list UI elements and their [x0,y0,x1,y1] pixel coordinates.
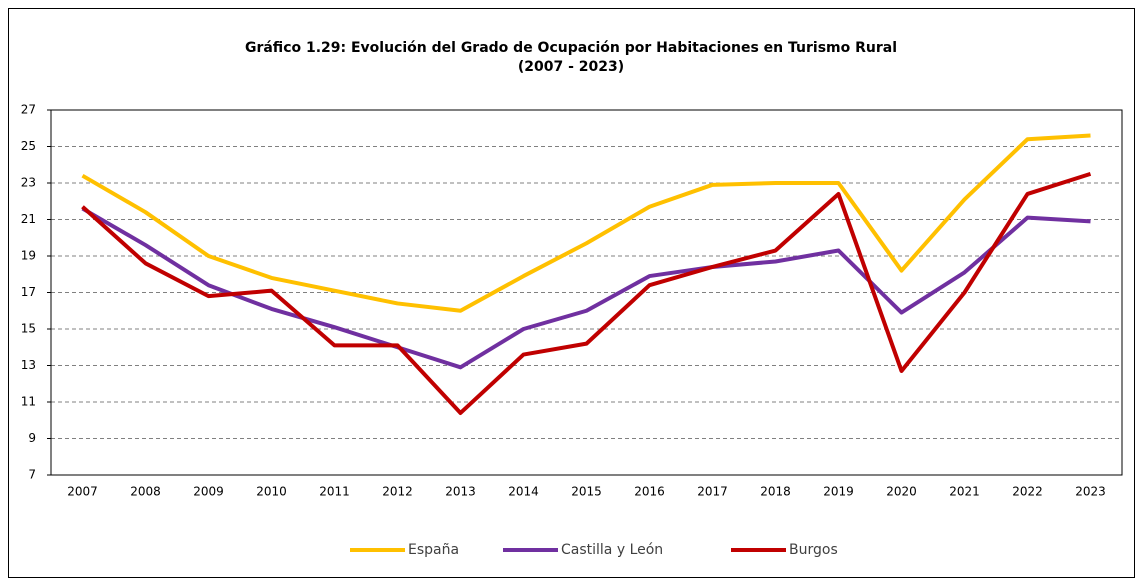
x-tick-label: 2015 [571,485,602,499]
line-series [81,133,1091,313]
x-tick-label: 2014 [508,485,539,499]
x-tick-label: 2013 [445,485,476,499]
x-tick-label: 2021 [949,485,980,499]
y-tick-label: 9 [28,431,36,445]
x-tick-label: 2011 [319,485,350,499]
y-tick-label: 7 [28,468,36,482]
y-tick-label: 21 [21,212,36,226]
y-tick-label: 23 [21,176,36,190]
chart-title: Gráfico 1.29: Evolución del Grado de Ocu… [245,40,897,56]
x-tick-label: 2007 [67,485,98,499]
y-tick-label: 25 [21,139,36,153]
y-tick-label: 13 [21,358,36,372]
line-series [81,206,1091,370]
chart-subtitle: (2007 - 2023) [518,59,624,75]
y-tick-label: 11 [21,395,36,409]
x-tick-label: 2010 [256,485,287,499]
x-tick-label: 2023 [1075,485,1106,499]
y-tick-label: 19 [21,249,36,263]
x-tick-label: 2022 [1012,485,1043,499]
x-tick-label: 2019 [823,485,854,499]
x-tick-label: 2008 [130,485,161,499]
x-tick-label: 2018 [760,485,791,499]
legend-label: España [408,542,459,558]
x-tick-label: 2009 [193,485,224,499]
line-series [81,171,1092,415]
legend-label: Castilla y León [561,542,663,558]
plot-area [50,109,1123,476]
y-tick-label: 17 [21,285,36,299]
x-tick-label: 2017 [697,485,728,499]
x-tick-label: 2016 [634,485,665,499]
x-tick-label: 2012 [382,485,413,499]
legend-label: Burgos [789,542,838,558]
y-tick-label: 15 [21,322,36,336]
y-tick-label: 27 [21,103,36,117]
x-tick-label: 2020 [886,485,917,499]
